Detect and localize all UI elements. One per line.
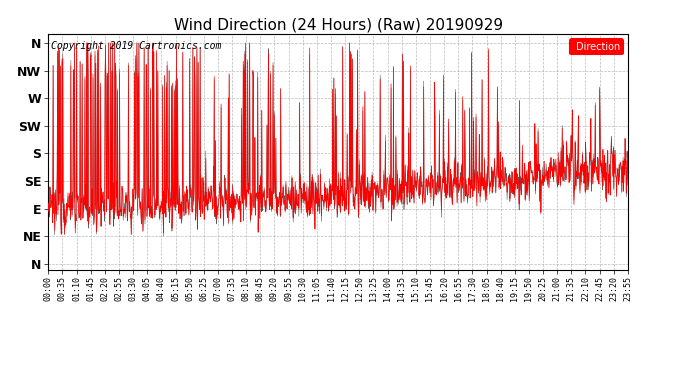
Legend: Direction: Direction xyxy=(570,39,623,54)
Title: Wind Direction (24 Hours) (Raw) 20190929: Wind Direction (24 Hours) (Raw) 20190929 xyxy=(174,18,502,33)
Text: Copyright 2019 Cartronics.com: Copyright 2019 Cartronics.com xyxy=(51,41,221,51)
